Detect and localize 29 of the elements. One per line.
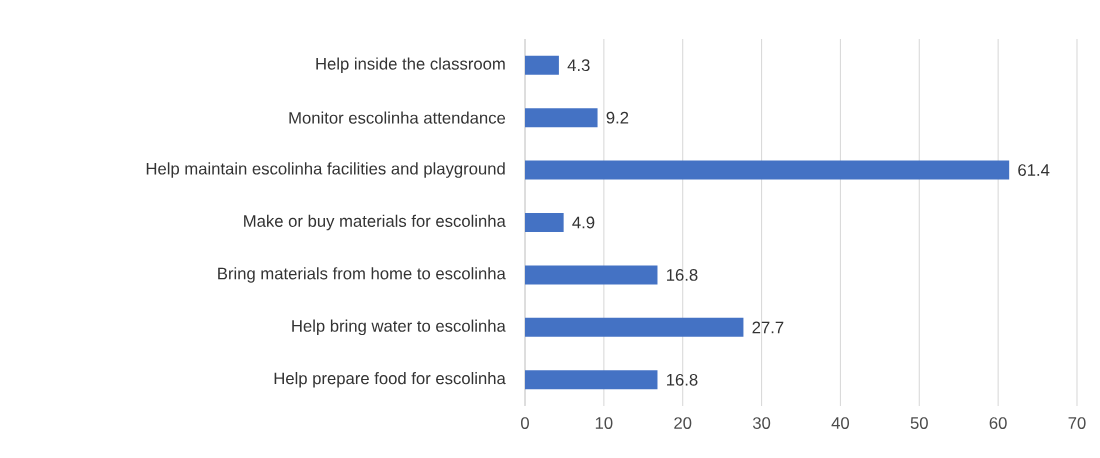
y-tick-label: Help bring water to escolinha [292, 319, 506, 336]
y-tick-label: Help inside the classroom [316, 57, 505, 73]
data-label: 4.3 [567, 59, 590, 72]
bar [525, 265, 658, 285]
y-tick-label: Help maintain escolinha facilities and playground [146, 162, 505, 178]
x-tick-label: 70 [1068, 417, 1086, 429]
x-tick-label: 10 [595, 417, 613, 429]
y-tick-label: Make or buy materials for escolinha [244, 214, 506, 231]
bar [525, 370, 658, 390]
bar [525, 160, 1010, 180]
data-label: 4.9 [572, 216, 595, 229]
bar [525, 317, 744, 337]
data-label: 9.2 [606, 111, 629, 124]
bar [525, 213, 564, 232]
x-tick-label: 30 [752, 417, 771, 429]
x-tick-label: 20 [674, 417, 692, 429]
data-label: 16.8 [667, 373, 698, 386]
x-tick-label: 40 [831, 417, 850, 429]
bar [525, 108, 598, 128]
x-tick-label: 60 [989, 417, 1007, 429]
data-label: 27.7 [752, 321, 784, 334]
x-tick-label: 50 [910, 417, 928, 429]
x-tick-label: 0 [521, 417, 529, 429]
bar [525, 55, 559, 75]
data-label: 61.4 [1018, 164, 1050, 176]
data-label: 16.8 [667, 269, 698, 281]
y-tick-label: Help prepare food for escolinha [274, 372, 506, 388]
y-tick-label: Monitor escolinha attendance [289, 111, 506, 124]
y-tick-label: Bring materials from home to escolinha [218, 267, 506, 283]
